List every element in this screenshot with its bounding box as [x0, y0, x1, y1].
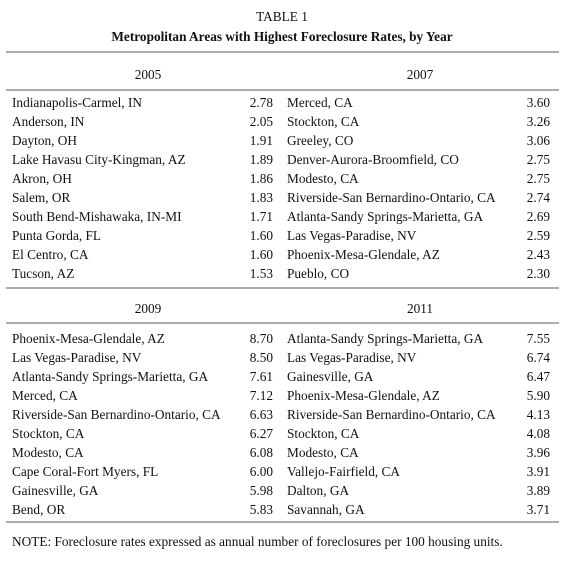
- area-name: Merced, CA: [287, 95, 353, 110]
- rate-value: 6.63: [250, 407, 274, 422]
- rate-value: 3.96: [527, 445, 551, 460]
- area-name: Riverside-San Bernardino-Ontario, CA: [12, 407, 221, 422]
- area-name: Gainesville, GA: [12, 483, 99, 498]
- area-name: Salem, OR: [12, 190, 70, 205]
- area-name: South Bend-Mishawaka, IN-MI: [12, 209, 182, 224]
- table-note: NOTE: Foreclosure rates expressed as ann…: [12, 534, 503, 549]
- rate-value: 1.60: [250, 228, 274, 243]
- rate-value: 1.71: [250, 209, 273, 224]
- rate-value: 5.83: [250, 502, 274, 517]
- area-name: Punta Gorda, FL: [12, 228, 101, 243]
- rate-value: 2.43: [527, 247, 551, 262]
- rate-value: 3.89: [527, 483, 551, 498]
- area-name: Bend, OR: [12, 502, 65, 517]
- area-name: Phoenix-Mesa-Glendale, AZ: [287, 388, 440, 403]
- rate-value: 1.83: [250, 190, 274, 205]
- area-name: Gainesville, GA: [287, 369, 374, 384]
- area-name: Las Vegas-Paradise, NV: [287, 350, 417, 365]
- area-name: Atlanta-Sandy Springs-Marietta, GA: [287, 331, 483, 346]
- rate-value: 5.98: [250, 483, 274, 498]
- rate-value: 2.30: [527, 266, 551, 281]
- rate-value: 1.60: [250, 247, 274, 262]
- rate-value: 8.50: [250, 350, 274, 365]
- area-name: Phoenix-Mesa-Glendale, AZ: [12, 331, 165, 346]
- rate-value: 1.86: [250, 171, 274, 186]
- rate-value: 6.74: [527, 350, 551, 365]
- area-name: Modesto, CA: [287, 445, 359, 460]
- table-number: TABLE 1: [256, 9, 308, 24]
- rate-value: 2.75: [527, 152, 551, 167]
- rate-value: 2.74: [527, 190, 551, 205]
- area-name: Denver-Aurora-Broomfield, CO: [287, 152, 459, 167]
- rate-value: 4.08: [527, 426, 551, 441]
- rate-value: 2.75: [527, 171, 551, 186]
- area-name: Las Vegas-Paradise, NV: [287, 228, 417, 243]
- area-name: Riverside-San Bernardino-Ontario, CA: [287, 407, 496, 422]
- area-name: Riverside-San Bernardino-Ontario, CA: [287, 190, 496, 205]
- rate-value: 3.71: [527, 502, 550, 517]
- rate-value: 6.00: [250, 464, 274, 479]
- panel-year: 2011: [407, 301, 433, 316]
- area-name: Atlanta-Sandy Springs-Marietta, GA: [287, 209, 483, 224]
- area-name: Las Vegas-Paradise, NV: [12, 350, 142, 365]
- area-name: Modesto, CA: [287, 171, 359, 186]
- rate-value: 3.60: [527, 95, 551, 110]
- area-name: Stockton, CA: [287, 426, 360, 441]
- area-name: Modesto, CA: [12, 445, 84, 460]
- area-name: Anderson, IN: [12, 114, 85, 129]
- panel-year: 2007: [407, 67, 434, 82]
- rate-value: 8.70: [250, 331, 274, 346]
- area-name: Cape Coral-Fort Myers, FL: [12, 464, 158, 479]
- rate-value: 7.12: [250, 388, 273, 403]
- panel-year: 2009: [135, 301, 162, 316]
- rate-value: 6.27: [250, 426, 274, 441]
- rate-value: 1.91: [250, 133, 273, 148]
- area-name: Greeley, CO: [287, 133, 354, 148]
- panel-year: 2005: [135, 67, 162, 82]
- rate-value: 7.61: [250, 369, 273, 384]
- area-name: Stockton, CA: [12, 426, 85, 441]
- rate-value: 3.91: [527, 464, 550, 479]
- area-name: Akron, OH: [12, 171, 72, 186]
- rate-value: 7.55: [527, 331, 551, 346]
- rate-value: 3.26: [527, 114, 551, 129]
- rate-value: 1.89: [250, 152, 274, 167]
- rate-value: 4.13: [527, 407, 551, 422]
- rate-value: 5.90: [527, 388, 551, 403]
- area-name: Pueblo, CO: [287, 266, 349, 281]
- rate-value: 2.69: [527, 209, 551, 224]
- rate-value: 6.08: [250, 445, 274, 460]
- rate-value: 1.53: [250, 266, 274, 281]
- rate-value: 2.78: [250, 95, 274, 110]
- area-name: Vallejo-Fairfield, CA: [287, 464, 400, 479]
- area-name: Tucson, AZ: [12, 266, 74, 281]
- area-name: Dayton, OH: [12, 133, 77, 148]
- rate-value: 2.05: [250, 114, 274, 129]
- rate-value: 2.59: [527, 228, 551, 243]
- area-name: Indianapolis-Carmel, IN: [12, 95, 142, 110]
- area-name: El Centro, CA: [12, 247, 89, 262]
- rate-value: 3.06: [527, 133, 551, 148]
- table-title: Metropolitan Areas with Highest Foreclos…: [111, 29, 452, 44]
- area-name: Atlanta-Sandy Springs-Marietta, GA: [12, 369, 208, 384]
- area-name: Stockton, CA: [287, 114, 360, 129]
- rate-value: 6.47: [527, 369, 551, 384]
- area-name: Merced, CA: [12, 388, 78, 403]
- area-name: Lake Havasu City-Kingman, AZ: [12, 152, 186, 167]
- area-name: Dalton, GA: [287, 483, 349, 498]
- area-name: Savannah, GA: [287, 502, 365, 517]
- area-name: Phoenix-Mesa-Glendale, AZ: [287, 247, 440, 262]
